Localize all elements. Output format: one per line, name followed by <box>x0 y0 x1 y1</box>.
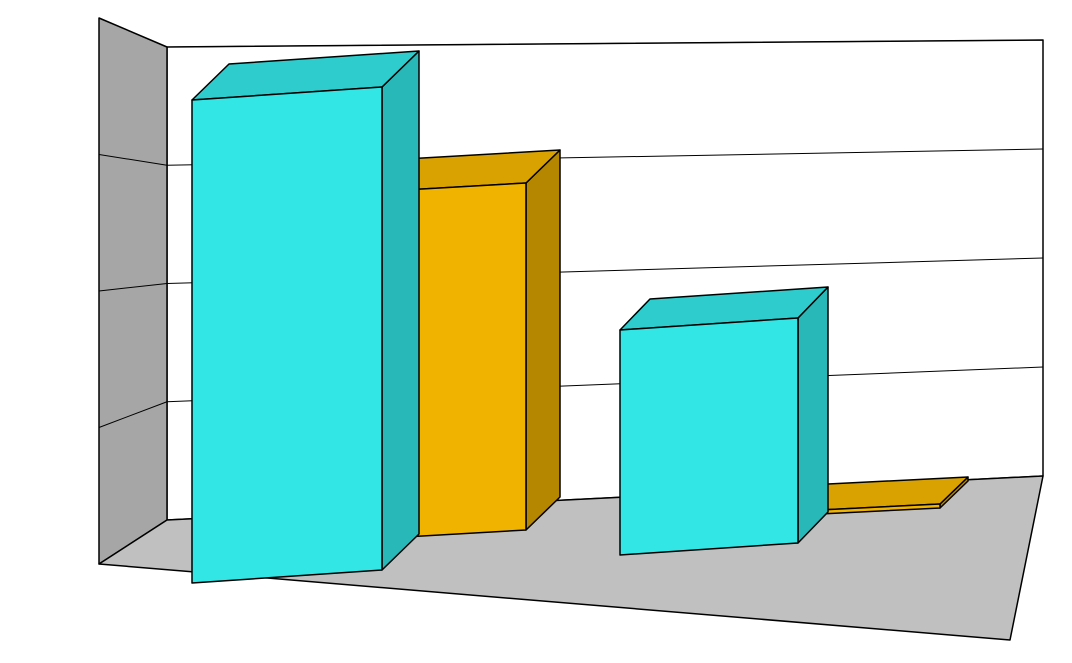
group2-front-bar-side <box>798 287 828 543</box>
bar-chart-3d <box>0 0 1072 663</box>
group2-front-bar-front <box>620 318 798 555</box>
left-wall <box>99 18 167 564</box>
group1-front-bar-side <box>382 51 419 570</box>
group1-back-bar-side <box>526 150 560 530</box>
group1-front-bar-front <box>192 87 382 583</box>
